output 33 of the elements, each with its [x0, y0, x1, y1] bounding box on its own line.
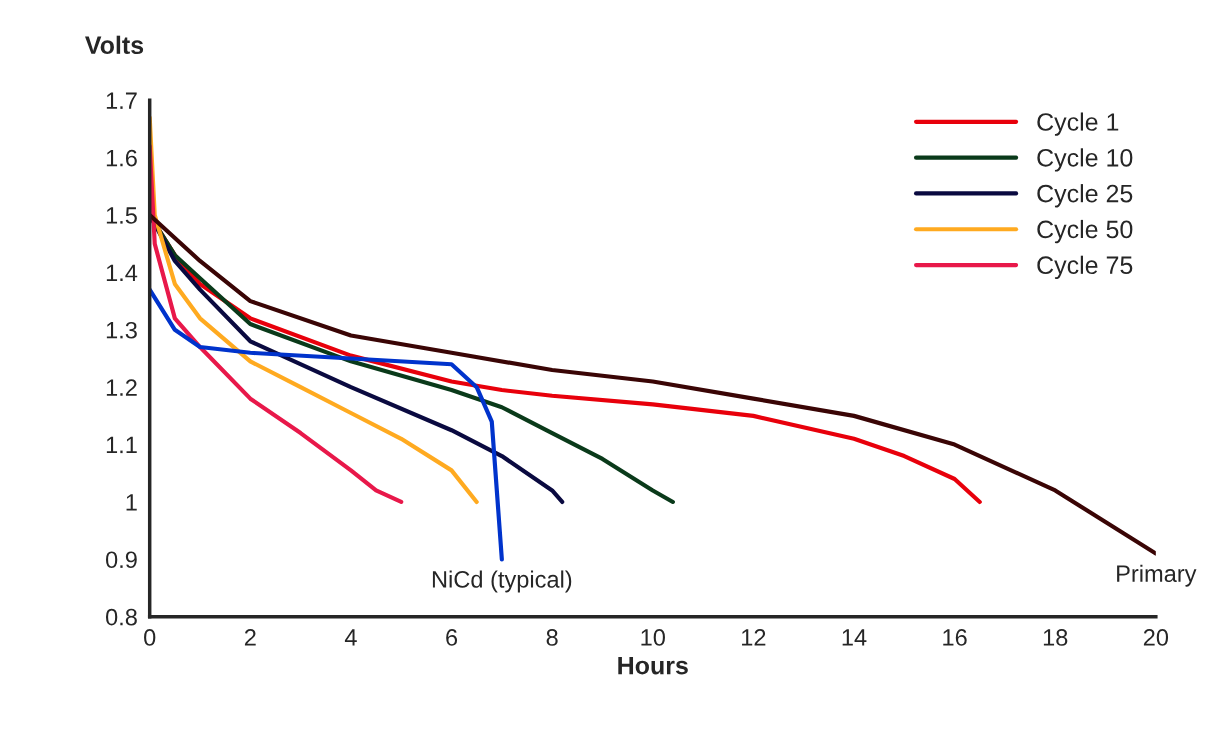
- y-tick-label: 0.8: [105, 608, 137, 626]
- y-tick-label: 1.1: [106, 436, 137, 454]
- legend-label: Cycle 75: [1037, 255, 1133, 279]
- y-tick-label: 0.9: [105, 551, 137, 569]
- y-tick-label: 1.7: [106, 92, 137, 109]
- y-tick-label: 1.4: [106, 264, 138, 281]
- y-axis-title: Volts: [85, 35, 144, 55]
- x-tick-label: 14: [842, 629, 867, 646]
- line-series: [149, 212, 1156, 556]
- x-tick-label: 8: [546, 629, 558, 646]
- x-tick-label: 20: [1143, 629, 1169, 646]
- y-tick-label: 1: [126, 494, 137, 511]
- legend-label: Cycle 25: [1037, 184, 1133, 208]
- legend-label: Cycle 50: [1037, 219, 1133, 244]
- x-tick-label: 4: [344, 629, 357, 646]
- x-tick-label: 6: [446, 629, 458, 646]
- y-tick-label: 1.5: [106, 207, 137, 224]
- annotation: NiCd (typical): [432, 570, 572, 593]
- x-tick-label: 12: [742, 629, 766, 646]
- x-tick-label: 10: [641, 629, 665, 646]
- legend-label: Cycle 1: [1037, 112, 1119, 136]
- annotation: Primary: [1117, 564, 1197, 587]
- y-tick-label: 1.2: [106, 379, 137, 396]
- legend-label: Cycle 10: [1037, 148, 1133, 172]
- y-tick-label: 1.6: [106, 149, 137, 167]
- line-series: [149, 144, 404, 505]
- x-axis-title: Hours: [618, 656, 688, 675]
- y-tick-label: 1.3: [106, 321, 137, 339]
- x-tick-label: 16: [943, 629, 967, 646]
- line-series: [149, 287, 504, 562]
- x-tick-label: 0: [144, 629, 156, 646]
- x-tick-label: 2: [244, 629, 256, 646]
- x-tick-label: 18: [1043, 629, 1068, 646]
